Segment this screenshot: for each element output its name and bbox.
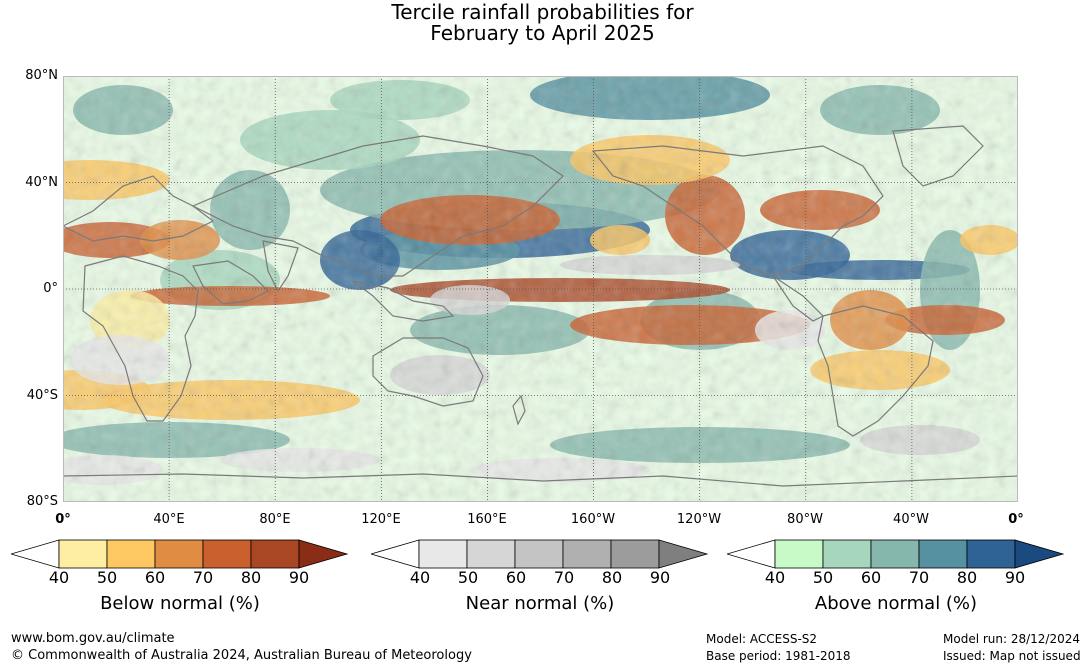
lon-label-80w: 80°W <box>787 512 823 527</box>
copyright-text: © Commonwealth of Australia 2024, Austra… <box>11 648 472 663</box>
near-tick-50: 50 <box>457 568 479 587</box>
lon-label-160e: 160°E <box>467 512 507 527</box>
colorbar-low-arrow <box>727 539 776 569</box>
above-tick-70: 70 <box>908 568 930 587</box>
colorbar-segment <box>562 539 612 569</box>
lon-label-80e: 80°E <box>259 512 291 527</box>
colorbar-segment <box>418 539 468 569</box>
above-normal-title: Above normal (%) <box>814 593 978 614</box>
colorbar-segment <box>822 539 872 569</box>
colorbar-segment <box>610 539 660 569</box>
lon-label-0-right: 0° <box>1008 512 1024 527</box>
colorbar-high-arrow <box>1014 539 1065 569</box>
base-period: Base period: 1981-2018 <box>706 649 851 663</box>
lat-label-40n: 40°N <box>25 175 58 190</box>
below-tick-40: 40 <box>48 568 70 587</box>
colorbar-segment <box>466 539 516 569</box>
below-normal-colorbar <box>11 539 349 569</box>
below-tick-70: 70 <box>192 568 214 587</box>
near-tick-70: 70 <box>553 568 575 587</box>
map-title-line-1: Tercile rainfall probabilities for <box>391 0 694 24</box>
above-tick-60: 60 <box>860 568 882 587</box>
lon-label-120e: 120°E <box>361 512 401 527</box>
above-tick-50: 50 <box>812 568 834 587</box>
near-tick-80: 80 <box>601 568 623 587</box>
colorbar-segment <box>202 539 252 569</box>
rainfall-probability-map <box>63 76 1018 502</box>
lon-label-120w: 120°W <box>676 512 722 527</box>
near-normal-title: Near normal (%) <box>465 593 615 614</box>
colorbar-segment <box>514 539 564 569</box>
near-tick-60: 60 <box>505 568 527 587</box>
below-tick-90: 90 <box>288 568 310 587</box>
above-tick-90: 90 <box>1004 568 1026 587</box>
map-canvas <box>63 76 1018 502</box>
website-link[interactable]: www.bom.gov.au/climate <box>11 631 175 646</box>
colorbar-segment <box>250 539 300 569</box>
near-normal-colorbar <box>371 539 709 569</box>
colorbar-segment <box>58 539 108 569</box>
above-normal-colorbar <box>727 539 1065 569</box>
colorbar-low-arrow <box>11 539 60 569</box>
colorbar-segment <box>154 539 204 569</box>
colorbar-segment <box>918 539 968 569</box>
below-tick-50: 50 <box>96 568 118 587</box>
lon-label-40e: 40°E <box>153 512 185 527</box>
lat-label-40s: 40°S <box>26 388 58 403</box>
coastlines <box>63 125 1018 487</box>
below-normal-title: Below normal (%) <box>100 593 260 614</box>
lon-label-40w: 40°W <box>893 512 929 527</box>
colorbar-low-arrow <box>371 539 420 569</box>
below-tick-60: 60 <box>144 568 166 587</box>
issued-status: Issued: Map not issued <box>943 649 1081 663</box>
colorbar-segment <box>106 539 156 569</box>
colorbar-segment <box>774 539 824 569</box>
graticule <box>63 76 1018 502</box>
lat-label-80s: 80°S <box>26 494 58 509</box>
lon-label-160w: 160°W <box>570 512 616 527</box>
below-tick-80: 80 <box>240 568 262 587</box>
map-title-line-2: February to April 2025 <box>430 21 655 45</box>
model-name: Model: ACCESS-S2 <box>706 632 818 646</box>
near-tick-90: 90 <box>649 568 671 587</box>
lat-label-0: 0° <box>43 281 58 296</box>
lat-label-80n: 80°N <box>25 68 58 83</box>
above-tick-80: 80 <box>956 568 978 587</box>
model-run-date: Model run: 28/12/2024 <box>943 632 1081 646</box>
above-tick-40: 40 <box>764 568 786 587</box>
colorbar-segment <box>870 539 920 569</box>
near-tick-40: 40 <box>409 568 431 587</box>
colorbar-high-arrow <box>298 539 349 569</box>
colorbar-segment <box>966 539 1016 569</box>
lon-label-0-left: 0° <box>55 512 71 527</box>
colorbar-high-arrow <box>658 539 709 569</box>
